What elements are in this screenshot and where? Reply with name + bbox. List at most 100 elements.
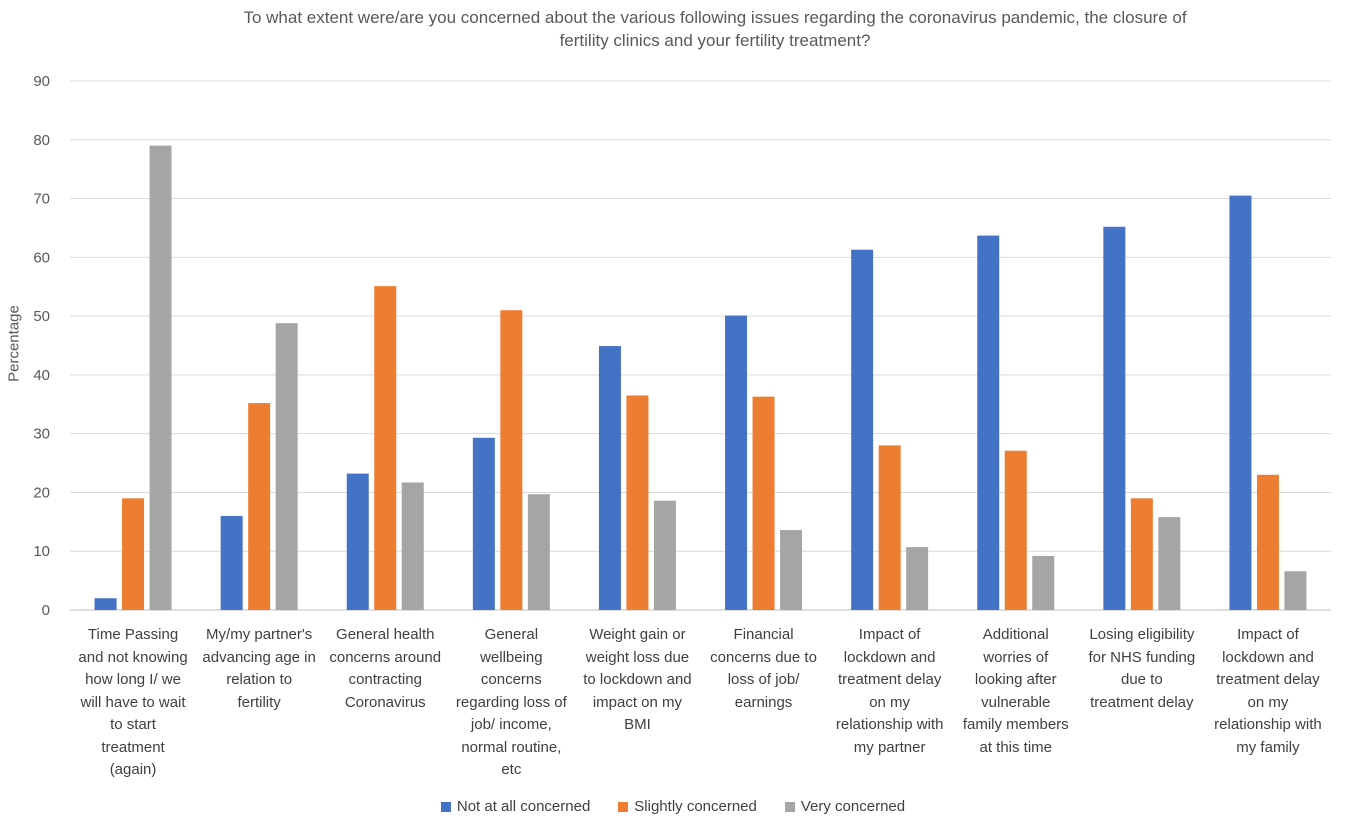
x-tick-label-line: contracting — [348, 671, 422, 688]
x-tick-label-line: and not knowing — [78, 648, 188, 666]
bar — [248, 403, 271, 610]
x-tick-label-line: wellbeing — [480, 648, 543, 666]
x-tick-label: My/my partner's advancing age in relation … — [193, 624, 325, 714]
x-tick-label-line: fertility — [237, 693, 281, 711]
x-tick-label: Impact of lockdown and treatment delay on m… — [824, 624, 956, 759]
x-tick-label-line: relation to — [226, 671, 293, 688]
x-tick-label-line: Coronavirus — [344, 693, 426, 711]
x-tick-label-line: Financial — [733, 626, 794, 643]
x-tick-label-line: Weight gain or — [589, 626, 686, 643]
bar — [346, 473, 369, 610]
x-tick-label-line: relationship with — [1214, 716, 1322, 733]
x-tick-label: Financial concerns due to loss of job/earn… — [698, 624, 830, 714]
x-tick-label-line: BMI — [624, 716, 651, 733]
x-tick-label: General wellbeing concerns regarding loss o… — [445, 624, 577, 782]
x-tick-label-line: impact on my — [592, 693, 683, 711]
y-tick-label: 70 — [33, 191, 50, 208]
legend-item: Slightly concerned — [618, 798, 757, 815]
bar — [527, 494, 550, 610]
legend-label: Not at all concerned — [456, 798, 591, 815]
y-tick-label: 30 — [33, 426, 50, 443]
legend-swatch — [618, 801, 629, 812]
x-tick-label-line: to start — [110, 716, 156, 733]
bar — [752, 396, 775, 610]
x-tick-label-line: how long I/ we — [85, 671, 181, 688]
bar — [1130, 498, 1153, 610]
x-tick-label-line: Losing eligibility — [1089, 626, 1195, 643]
bar — [374, 286, 397, 610]
bar — [626, 395, 649, 610]
chart-title-line-1: To what extent were/are you concerned ab… — [243, 8, 1187, 27]
x-tick-label-line: at this time — [979, 738, 1053, 756]
y-tick-label: 0 — [42, 602, 50, 619]
x-tick-label-line: advancing age in — [202, 648, 316, 666]
x-tick-label-line: loss of job/ — [727, 671, 800, 688]
x-tick-label-line: my partner — [853, 738, 926, 756]
bar — [1103, 226, 1126, 610]
chart-title-line-2: fertility clinics and your fertility tre… — [559, 31, 871, 50]
legend-item: Not at all concerned — [440, 798, 591, 815]
y-tick-label: 90 — [33, 73, 50, 90]
x-tick-label-line: Impact of — [858, 626, 921, 643]
bar — [1229, 195, 1252, 610]
x-tick-label-line: normal routine, — [461, 738, 562, 756]
bar — [653, 500, 676, 610]
x-tick-label-line: to lockdown and — [583, 671, 692, 688]
bar — [851, 249, 874, 611]
bar — [149, 145, 172, 610]
y-tick-label: 50 — [33, 308, 50, 325]
x-tick-label-line: General — [484, 626, 539, 643]
x-tick-label-line: due to — [1120, 671, 1163, 688]
bar — [220, 515, 243, 610]
x-tick-label-line: Additional — [982, 626, 1049, 643]
bar — [94, 598, 117, 610]
x-tick-label-line: family members — [962, 716, 1069, 733]
x-tick-label-line: my family — [1236, 738, 1300, 756]
x-tick-label: Additional worries of looking after vulnera… — [950, 624, 1082, 759]
bar — [906, 547, 929, 610]
x-tick-label-line: treatment delay — [837, 671, 942, 688]
bar — [401, 482, 424, 610]
bar — [500, 310, 523, 610]
y-tick-label: 80 — [33, 132, 50, 149]
y-tick-label: 20 — [33, 484, 50, 501]
legend-label: Slightly concerned — [634, 798, 757, 815]
legend-swatch — [440, 801, 451, 812]
chart-title: To what extent were/are you concerned ab… — [100, 6, 1330, 52]
bar — [275, 323, 298, 610]
x-tick-label-line: job/ income, — [470, 716, 552, 733]
x-tick-label-line: Impact of — [1237, 626, 1299, 643]
bar — [878, 445, 901, 610]
x-tick-label-line: General health — [336, 626, 435, 643]
x-tick-label-line: on my — [1247, 693, 1289, 711]
x-tick-label: General health concerns around contracting… — [319, 624, 451, 714]
x-tick-label-line: My/my partner's — [206, 626, 313, 643]
x-tick-label-line: vulnerable — [981, 693, 1051, 711]
x-tick-label-line: weight loss due — [585, 648, 690, 666]
x-tick-label: Time Passing and not knowing how long I/ w… — [67, 624, 199, 782]
x-tick-label-line: relationship with — [835, 716, 944, 733]
x-tick-label: Losing eligibility for NHS funding due to t… — [1076, 624, 1208, 714]
x-tick-label-line: will have to wait — [80, 693, 186, 711]
bar — [1256, 474, 1279, 610]
bar — [1284, 571, 1307, 610]
y-tick-label: 10 — [33, 543, 50, 560]
chart-legend: Not at all concerned Slightly concerned Ve… — [0, 798, 1346, 815]
bar — [472, 437, 495, 610]
legend-item: Very concerned — [784, 798, 905, 815]
y-tick-label: 60 — [33, 249, 50, 266]
x-tick-label-line: lockdown and — [843, 648, 936, 666]
x-tick-label-line: treatment — [101, 738, 165, 756]
y-tick-label: 40 — [33, 367, 50, 384]
x-tick-label-line: concerns — [480, 671, 542, 688]
x-tick-label-line: etc — [501, 761, 522, 778]
legend-swatch — [784, 801, 795, 812]
bar — [725, 315, 748, 610]
x-tick-label-line: looking after — [974, 671, 1057, 688]
x-tick-label-line: treatment delay — [1090, 693, 1194, 711]
x-tick-label-line: worries of — [983, 648, 1049, 666]
x-tick-label-line: lockdown and — [1222, 648, 1314, 666]
bar — [122, 498, 145, 610]
x-tick-label-line: on my — [869, 693, 911, 711]
